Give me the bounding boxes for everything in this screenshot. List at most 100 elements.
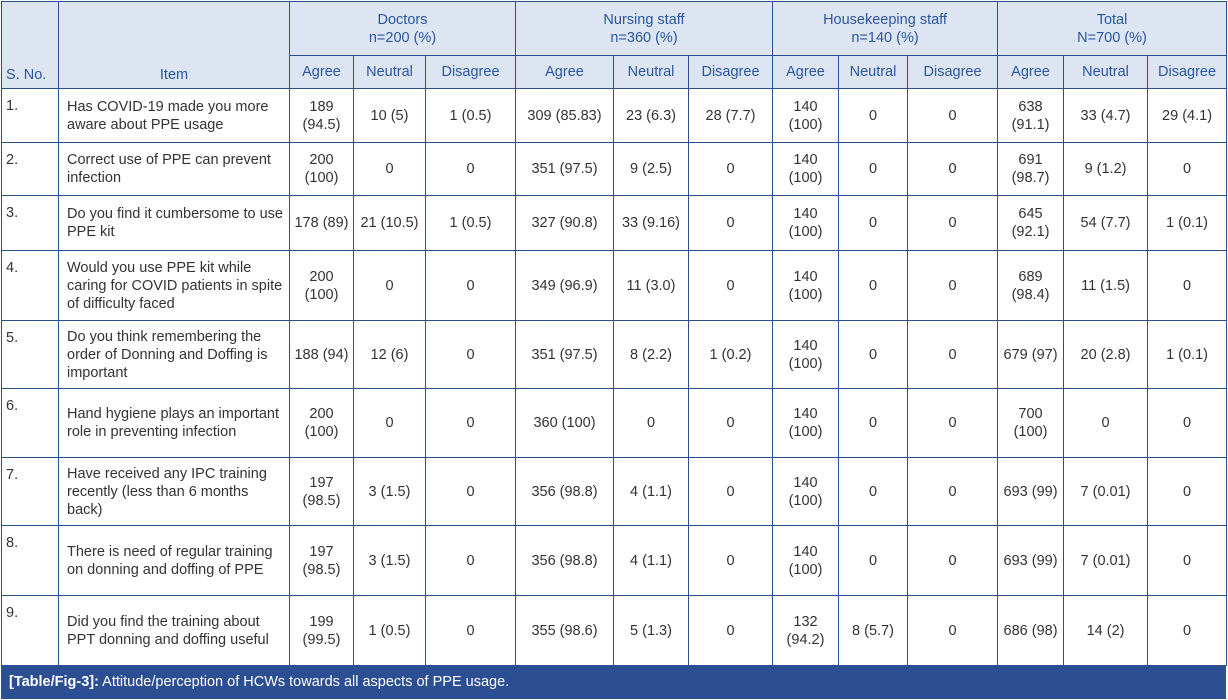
row-value: 0 bbox=[838, 388, 908, 458]
row-value: 0 bbox=[838, 195, 908, 251]
row-value: 1 (0.1) bbox=[1147, 320, 1228, 389]
row-value: 349 (96.9) bbox=[515, 250, 614, 321]
row-value: 9 (1.2) bbox=[1063, 142, 1149, 196]
row-value: 0 bbox=[688, 595, 773, 666]
row-sno: 9. bbox=[1, 595, 59, 666]
row-value: 9 (2.5) bbox=[613, 142, 689, 196]
header-sub: Disagree bbox=[688, 55, 773, 89]
row-value: 200 (100) bbox=[289, 250, 354, 321]
row-value: 638 (91.1) bbox=[997, 88, 1065, 143]
row-value: 0 bbox=[906, 320, 999, 389]
row-value: 189 (94.5) bbox=[289, 88, 354, 143]
row-value: 686 (98) bbox=[997, 595, 1065, 666]
group-name: Housekeeping staff bbox=[823, 11, 947, 28]
row-value: 21 (10.5) bbox=[353, 195, 426, 251]
row-value: 693 (99) bbox=[997, 457, 1065, 526]
group-n: N=700 (%) bbox=[1077, 29, 1147, 46]
row-value: 54 (7.7) bbox=[1063, 195, 1149, 251]
table-row: 1. Has COVID-19 made you more aware about… bbox=[1, 88, 1228, 143]
row-value: 8 (2.2) bbox=[613, 320, 689, 389]
row-item: Correct use of PPE can prevent infection bbox=[58, 142, 290, 196]
row-value: 0 bbox=[425, 320, 516, 389]
header-sub: Agree bbox=[772, 55, 839, 89]
row-value: 645 (92.1) bbox=[997, 195, 1065, 251]
header-sub: Neutral bbox=[1063, 55, 1149, 89]
header-sub: Neutral bbox=[838, 55, 908, 89]
row-value: 3 (1.5) bbox=[353, 525, 426, 596]
row-value: 33 (9.16) bbox=[613, 195, 689, 251]
row-value: 693 (99) bbox=[997, 525, 1065, 596]
row-value: 0 bbox=[906, 457, 999, 526]
caption-label: [Table/Fig-3]: bbox=[9, 674, 99, 690]
row-value: 0 bbox=[906, 250, 999, 321]
header-sub: Agree bbox=[515, 55, 614, 89]
table-row: 6. Hand hygiene plays an important role i… bbox=[1, 388, 1228, 458]
header-group: Doctors n=200 (%) bbox=[289, 1, 516, 56]
row-value: 12 (6) bbox=[353, 320, 426, 389]
row-value: 140 (100) bbox=[772, 88, 839, 143]
row-value: 29 (4.1) bbox=[1147, 88, 1228, 143]
row-value: 0 bbox=[688, 525, 773, 596]
table-caption: [Table/Fig-3]: Attitude/perception of HC… bbox=[1, 665, 1226, 699]
group-name: Nursing staff bbox=[603, 11, 685, 28]
header-sub: Disagree bbox=[1147, 55, 1228, 89]
row-item: Did you find the training about PPT donn… bbox=[58, 595, 290, 666]
row-value: 689 (98.4) bbox=[997, 250, 1065, 321]
group-n: n=140 (%) bbox=[851, 29, 919, 46]
row-value: 199 (99.5) bbox=[289, 595, 354, 666]
header-group: Nursing staff n=360 (%) bbox=[515, 1, 773, 56]
row-value: 197 (98.5) bbox=[289, 457, 354, 526]
row-value: 0 bbox=[425, 525, 516, 596]
row-value: 0 bbox=[688, 388, 773, 458]
row-value: 10 (5) bbox=[353, 88, 426, 143]
row-value: 28 (7.7) bbox=[688, 88, 773, 143]
row-item: Do you think remembering the order of Do… bbox=[58, 320, 290, 389]
table-row: 8. There is need of regular training on d… bbox=[1, 525, 1228, 596]
row-value: 351 (97.5) bbox=[515, 142, 614, 196]
header-sub: Neutral bbox=[353, 55, 426, 89]
header-sub: Agree bbox=[289, 55, 354, 89]
row-value: 4 (1.1) bbox=[613, 525, 689, 596]
row-value: 0 bbox=[838, 525, 908, 596]
row-value: 309 (85.83) bbox=[515, 88, 614, 143]
table-row: 7. Have received any IPC training recentl… bbox=[1, 457, 1228, 526]
row-value: 0 bbox=[1147, 525, 1228, 596]
row-value: 691 (98.7) bbox=[997, 142, 1065, 196]
group-name: Total bbox=[1096, 11, 1128, 28]
table-row: 9. Did you find the training about PPT do… bbox=[1, 595, 1228, 666]
row-value: 0 bbox=[353, 142, 426, 196]
row-item: Has COVID-19 made you more aware about P… bbox=[58, 88, 290, 143]
row-sno: 3. bbox=[1, 195, 59, 251]
row-value: 0 bbox=[1147, 142, 1228, 196]
row-value: 11 (3.0) bbox=[613, 250, 689, 321]
row-value: 23 (6.3) bbox=[613, 88, 689, 143]
row-item: Have received any IPC training recently … bbox=[58, 457, 290, 526]
row-value: 0 bbox=[906, 525, 999, 596]
row-value: 0 bbox=[353, 388, 426, 458]
row-value: 14 (2) bbox=[1063, 595, 1149, 666]
row-value: 0 bbox=[688, 457, 773, 526]
header-group: Total N=700 (%) bbox=[997, 1, 1228, 56]
row-value: 7 (0.01) bbox=[1063, 457, 1149, 526]
row-value: 140 (100) bbox=[772, 250, 839, 321]
row-value: 0 bbox=[906, 388, 999, 458]
row-value: 7 (0.01) bbox=[1063, 525, 1149, 596]
group-n: n=200 (%) bbox=[368, 29, 437, 46]
row-value: 140 (100) bbox=[772, 388, 839, 458]
row-value: 132 (94.2) bbox=[772, 595, 839, 666]
row-value: 0 bbox=[425, 250, 516, 321]
row-value: 3 (1.5) bbox=[353, 457, 426, 526]
row-value: 0 bbox=[688, 142, 773, 196]
row-value: 360 (100) bbox=[515, 388, 614, 458]
row-value: 351 (97.5) bbox=[515, 320, 614, 389]
row-value: 8 (5.7) bbox=[838, 595, 908, 666]
row-value: 0 bbox=[353, 250, 426, 321]
row-value: 0 bbox=[613, 388, 689, 458]
row-sno: 7. bbox=[1, 457, 59, 526]
row-item: Do you find it cumbersome to use PPE kit bbox=[58, 195, 290, 251]
group-n: n=360 (%) bbox=[610, 29, 678, 46]
row-value: 356 (98.8) bbox=[515, 525, 614, 596]
row-sno: 6. bbox=[1, 388, 59, 458]
row-item: There is need of regular training on don… bbox=[58, 525, 290, 596]
row-value: 0 bbox=[425, 595, 516, 666]
